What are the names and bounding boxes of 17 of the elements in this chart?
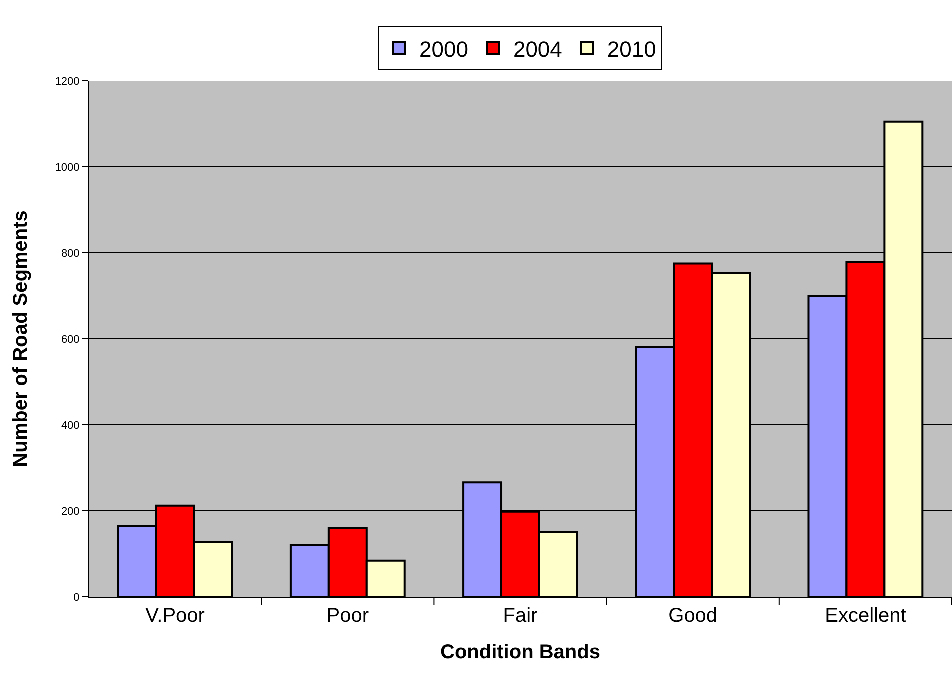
x-tick-label: Excellent: [825, 605, 907, 627]
y-tick-label: 400: [61, 420, 80, 432]
legend-label: 2010: [607, 37, 656, 62]
legend-label: 2000: [420, 37, 468, 62]
y-tick-label: 0: [74, 592, 80, 604]
y-tick-label: 1200: [55, 76, 80, 88]
y-tick-label: 200: [61, 506, 80, 518]
y-tick-label: 1000: [55, 162, 80, 174]
legend-label: 2004: [513, 37, 562, 62]
x-tick-label: V.Poor: [146, 605, 206, 627]
y-axis-title: Number of Road Segments: [10, 210, 32, 468]
x-tick-label: Good: [668, 605, 718, 627]
x-axis-title: Condition Bands: [440, 642, 600, 664]
x-tick-label: Fair: [503, 605, 538, 627]
x-tick-label: Poor: [326, 605, 370, 627]
y-tick-label: 600: [61, 334, 80, 346]
y-tick-label: 800: [61, 248, 80, 260]
